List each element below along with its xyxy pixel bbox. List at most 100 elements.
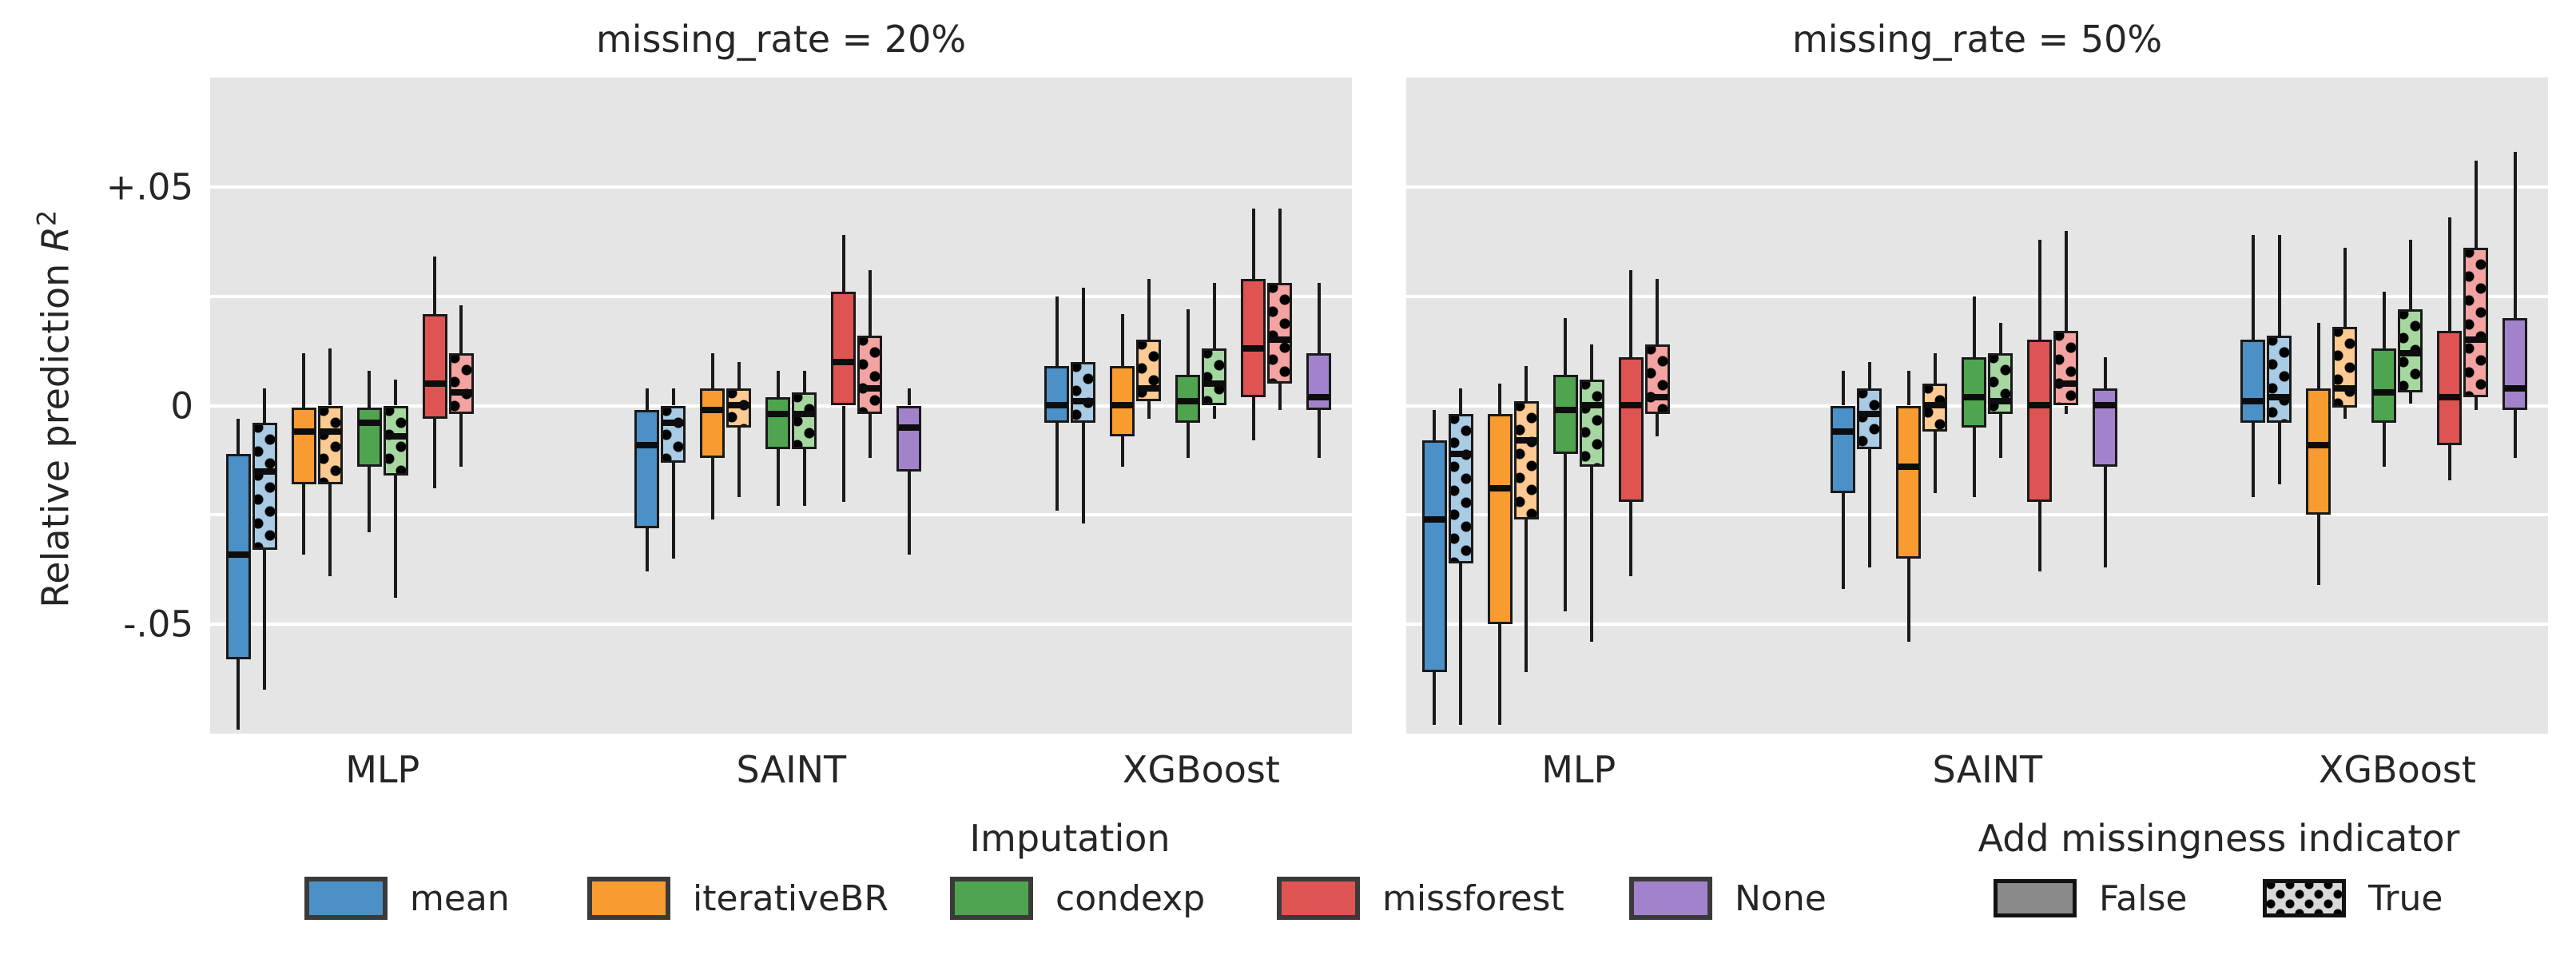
box-mean-true bbox=[1071, 361, 1096, 424]
median-line bbox=[2399, 349, 2422, 356]
gridline bbox=[210, 513, 1352, 517]
whisker-upper bbox=[802, 370, 806, 393]
whisker-upper bbox=[433, 257, 437, 314]
gridline bbox=[1406, 185, 2548, 189]
y-axis-label-variable: R bbox=[34, 226, 78, 253]
whisker-lower bbox=[1972, 427, 1976, 498]
whisker-lower bbox=[1081, 423, 1085, 524]
whisker-upper bbox=[1120, 313, 1124, 367]
whisker-lower bbox=[645, 527, 649, 572]
whisker-upper bbox=[1629, 269, 1633, 358]
whisker-upper bbox=[868, 269, 872, 336]
whisker-upper bbox=[328, 348, 332, 406]
box-missforest-false bbox=[2027, 340, 2053, 502]
box-iterativeBR-true bbox=[1136, 340, 1162, 402]
box-missforest-false bbox=[2437, 331, 2463, 445]
whisker-lower bbox=[2251, 423, 2255, 498]
whisker-upper bbox=[1317, 283, 1321, 353]
whisker-upper bbox=[1841, 370, 1845, 406]
box-condexp-false bbox=[1962, 357, 1987, 428]
whisker-upper bbox=[1459, 388, 1463, 415]
median-line bbox=[253, 468, 276, 475]
median-line bbox=[2504, 384, 2526, 392]
whisker-upper bbox=[645, 388, 649, 410]
legend-swatch-condexp bbox=[950, 877, 1033, 920]
median-line bbox=[636, 441, 658, 448]
whisker-upper bbox=[2277, 235, 2281, 336]
whisker-upper bbox=[2037, 239, 2041, 340]
median-line bbox=[2268, 393, 2291, 400]
whisker-lower bbox=[1251, 396, 1255, 441]
plot-panel bbox=[210, 78, 1352, 734]
whisker-lower bbox=[1278, 384, 1282, 410]
legend-swatch-False bbox=[1994, 879, 2077, 917]
legend-item-label: condexp bbox=[1055, 878, 1206, 919]
whisker-upper bbox=[1278, 209, 1282, 284]
whisker-upper bbox=[2382, 292, 2386, 349]
legend-item-missforest: missforest bbox=[1277, 874, 1564, 922]
median-line bbox=[1646, 393, 1668, 400]
box-mean-true bbox=[2267, 335, 2292, 424]
median-line bbox=[1832, 428, 1854, 436]
plot-panel bbox=[1406, 78, 2548, 734]
box-mean-false bbox=[225, 453, 251, 659]
whisker-lower bbox=[1525, 519, 1529, 673]
whisker-upper bbox=[2474, 160, 2478, 249]
whisker-lower bbox=[1433, 672, 1437, 726]
median-line bbox=[1580, 402, 1603, 409]
median-line bbox=[358, 420, 380, 427]
whisker-upper bbox=[1186, 309, 1190, 376]
legend-swatch-iterativeBR bbox=[587, 877, 670, 920]
box-missforest-true bbox=[857, 335, 883, 415]
box-condexp-true bbox=[2398, 309, 2423, 393]
whisker-lower bbox=[433, 418, 437, 489]
whisker-lower bbox=[2316, 515, 2320, 585]
median-line bbox=[1449, 450, 1472, 457]
median-line bbox=[1515, 437, 1537, 444]
whisker-upper bbox=[1498, 384, 1502, 415]
whisker-upper bbox=[841, 235, 845, 292]
whisker-lower bbox=[2277, 423, 2281, 485]
legend-title-indicator: Add missingness indicator bbox=[1978, 817, 2460, 860]
box-iterativeBR-true bbox=[1922, 384, 1948, 432]
box-iterativeBR-false bbox=[1487, 414, 1513, 625]
median-line bbox=[662, 420, 685, 427]
whisker-lower bbox=[1498, 624, 1502, 726]
median-line bbox=[859, 384, 881, 392]
legend-item-None: None bbox=[1629, 874, 1827, 922]
legend-item-True: True bbox=[2263, 874, 2443, 922]
x-tick-label: SAINT bbox=[736, 748, 847, 791]
whisker-upper bbox=[1433, 409, 1437, 441]
median-line bbox=[1177, 398, 1199, 404]
median-line bbox=[1046, 402, 1068, 409]
whisker-lower bbox=[368, 467, 372, 533]
whisker-lower bbox=[2343, 408, 2347, 419]
median-line bbox=[793, 411, 816, 418]
box-missforest-true bbox=[1267, 283, 1293, 384]
median-line bbox=[767, 411, 789, 418]
gridline bbox=[210, 294, 1352, 298]
legend-swatch-True bbox=[2263, 879, 2346, 917]
median-line bbox=[1423, 515, 1445, 523]
whisker-upper bbox=[1564, 318, 1568, 376]
median-line bbox=[1620, 402, 1642, 409]
whisker-lower bbox=[1055, 423, 1059, 511]
median-line bbox=[2029, 402, 2051, 409]
box-missforest-true bbox=[2463, 248, 2489, 397]
whisker-lower bbox=[2408, 392, 2412, 404]
median-line bbox=[2465, 336, 2487, 344]
whisker-lower bbox=[868, 414, 872, 459]
box-iterativeBR-false bbox=[1896, 405, 1922, 559]
whisker-upper bbox=[2316, 322, 2320, 388]
legend-item-mean: mean bbox=[304, 874, 510, 922]
whisker-lower bbox=[2103, 467, 2107, 567]
box-iterativeBR-true bbox=[1513, 401, 1539, 519]
median-line bbox=[1898, 464, 1920, 471]
box-condexp-false bbox=[1175, 375, 1201, 424]
box-None-false bbox=[2502, 318, 2528, 410]
median-line bbox=[1308, 393, 1330, 400]
panel-title: missing_rate = 20% bbox=[595, 18, 967, 61]
whisker-lower bbox=[237, 659, 241, 730]
whisker-lower bbox=[1186, 423, 1190, 459]
whisker-upper bbox=[1251, 209, 1255, 279]
